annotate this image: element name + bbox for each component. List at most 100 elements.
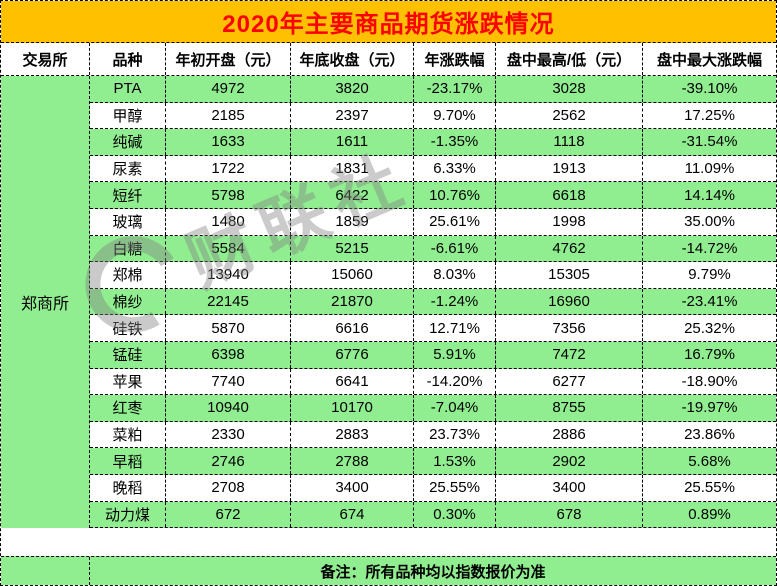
close-cell: 3820	[291, 76, 414, 102]
intraday-extreme-cell: 2562	[496, 102, 643, 129]
year-change-cell: -1.24%	[414, 288, 496, 315]
close-cell: 1831	[291, 155, 414, 182]
intraday-extreme-cell: 1913	[496, 155, 643, 182]
intraday-extreme-cell: 4762	[496, 235, 643, 262]
table-row: 棉纱 22145 21870 -1.24% 16960 -23.41%	[90, 288, 776, 316]
max-change-cell: 5.68%	[688, 452, 731, 470]
max-change-cell: -39.10%	[681, 80, 738, 98]
exchange-merged-cell: 郑商所	[1, 76, 90, 528]
close-cell: 674	[291, 501, 414, 528]
variety-cell: 棉纱	[90, 288, 166, 315]
year-change-cell: 25.61%	[414, 208, 496, 235]
open-cell: 5870	[166, 315, 291, 341]
max-change-cell: 35.00%	[684, 213, 735, 231]
max-change-cell: 25.32%	[684, 319, 735, 337]
variety-cell: 苹果	[90, 368, 166, 395]
table-row: PTA 4972 3820 -23.17% 3028 -39.10%	[90, 76, 776, 103]
variety-cell: 玻璃	[90, 208, 166, 235]
close-cell: 21870	[291, 288, 414, 315]
year-change-cell: 23.73%	[414, 421, 496, 448]
table-row: 纯碱 1633 1611 -1.35% 1118 -31.54%	[90, 129, 776, 156]
close-cell: 2788	[291, 448, 414, 474]
max-change-cell: 23.86%	[684, 426, 735, 444]
open-cell: 2185	[166, 102, 291, 129]
open-cell: 1722	[166, 155, 291, 182]
year-change-cell: 10.76%	[414, 182, 496, 208]
table-row: 晚稻 2708 3400 25.55% 3400 25.55%	[90, 474, 776, 502]
table-row: 苹果 7740 6641 -14.20% 6277 -18.90%	[90, 368, 776, 396]
table-row: 甲醇 2185 2397 9.70% 2562 17.25%	[90, 102, 776, 130]
intraday-extreme-cell: 6618	[496, 182, 643, 208]
close-cell: 6776	[291, 341, 414, 368]
max-change-cell: -14.72%	[681, 239, 738, 257]
variety-cell: 白糖	[90, 235, 166, 262]
variety-cell: 甲醇	[90, 102, 166, 129]
close-cell: 15060	[291, 262, 414, 288]
header-exchange: 交易所	[1, 43, 90, 75]
table-row: 郑棉 13940 15060 8.03% 15305 9.79%	[90, 262, 776, 289]
intraday-extreme-cell: 7472	[496, 341, 643, 368]
open-cell: 6398	[166, 341, 291, 368]
table-row: 锰硅 6398 6776 5.91% 7472 16.79%	[90, 341, 776, 369]
max-change-cell: 17.25%	[684, 106, 735, 124]
open-cell: 5798	[166, 182, 291, 208]
intraday-extreme-cell: 3028	[496, 76, 643, 102]
close-cell: 1859	[291, 208, 414, 235]
variety-cell: 硅铁	[90, 315, 166, 341]
intraday-extreme-cell: 678	[496, 501, 643, 528]
year-change-cell: 5.91%	[414, 341, 496, 368]
open-cell: 13940	[166, 262, 291, 288]
close-cell: 6422	[291, 182, 414, 208]
year-change-cell: -1.35%	[414, 129, 496, 155]
max-change-cell: -18.90%	[681, 372, 738, 390]
intraday-extreme-cell: 6277	[496, 368, 643, 395]
open-cell: 1633	[166, 129, 291, 155]
variety-cell: 早稻	[90, 448, 166, 474]
year-change-cell: 12.71%	[414, 315, 496, 341]
variety-cell: 纯碱	[90, 129, 166, 155]
footer-note: 备注：所有品种均以指数报价为准	[90, 557, 776, 585]
year-change-cell: 25.55%	[414, 474, 496, 501]
open-cell: 2746	[166, 448, 291, 474]
open-cell: 10940	[166, 395, 291, 421]
year-change-cell: -14.20%	[414, 368, 496, 395]
table-row: 动力煤 672 674 0.30% 678 0.89%	[90, 501, 776, 529]
table-row: 早稻 2746 2788 1.53% 2902 5.68%	[90, 448, 776, 475]
open-cell: 2330	[166, 421, 291, 448]
max-change-cell: 9.79%	[688, 266, 731, 284]
year-change-cell: -6.61%	[414, 235, 496, 262]
page-title: 2020年主要商品期货涨跌情况	[222, 11, 555, 38]
title-banner: 2020年主要商品期货涨跌情况	[1, 1, 776, 43]
table-header-row: 交易所 品种 年初开盘（元） 年底收盘（元） 年涨跌幅 盘中最高/低（元） 盘中…	[1, 43, 776, 76]
intraday-extreme-cell: 3400	[496, 474, 643, 501]
year-change-cell: 0.30%	[414, 501, 496, 528]
close-cell: 2883	[291, 421, 414, 448]
variety-cell: PTA	[90, 76, 166, 102]
max-change-cell: 0.89%	[688, 505, 731, 523]
header-max-change: 盘中最大涨跌幅	[656, 51, 762, 69]
close-cell: 10170	[291, 395, 414, 421]
table-body: 郑商所 PTA 4972 3820 -23.17% 3028 -39.10% 甲…	[1, 76, 776, 529]
table-row: 尿素 1722 1831 6.33% 1913 11.09%	[90, 155, 776, 183]
close-cell: 6616	[291, 315, 414, 341]
close-cell: 3400	[291, 474, 414, 501]
intraday-extreme-cell: 16960	[496, 288, 643, 315]
open-cell: 5584	[166, 235, 291, 262]
variety-cell: 郑棉	[90, 262, 166, 288]
footer-left-cell	[1, 557, 90, 585]
table-row: 菜粕 2330 2883 23.73% 2886 23.86%	[90, 421, 776, 449]
variety-cell: 菜粕	[90, 421, 166, 448]
variety-cell: 动力煤	[90, 501, 166, 528]
max-change-cell: -31.54%	[681, 133, 738, 151]
year-change-cell: -23.17%	[414, 76, 496, 102]
intraday-extreme-cell: 8755	[496, 395, 643, 421]
intraday-extreme-cell: 15305	[496, 262, 643, 288]
header-year-change: 年涨跌幅	[414, 43, 496, 75]
max-change-cell: 11.09%	[684, 160, 735, 178]
table-row: 短纤 5798 6422 10.76% 6618 14.14%	[90, 182, 776, 209]
intraday-extreme-cell: 7356	[496, 315, 643, 341]
open-cell: 1480	[166, 208, 291, 235]
close-cell: 1611	[291, 129, 414, 155]
max-change-cell: -23.41%	[681, 293, 738, 311]
